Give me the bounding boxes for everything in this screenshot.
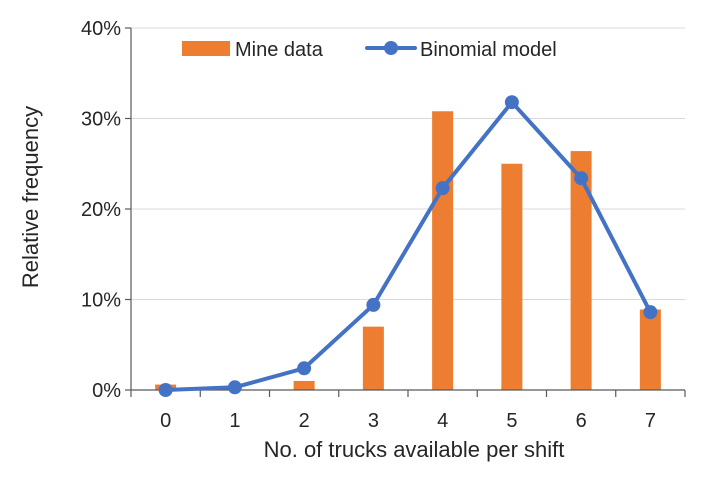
legend-label-mine-data: Mine data bbox=[235, 39, 324, 61]
point-binomial-model-4 bbox=[435, 181, 450, 196]
point-binomial-model-5 bbox=[504, 95, 519, 110]
bar-mine-data-5 bbox=[501, 163, 523, 390]
point-binomial-model-2 bbox=[297, 361, 312, 376]
bar-mine-data-7 bbox=[639, 309, 661, 390]
x-tick-label: 2 bbox=[299, 410, 310, 432]
bar-mine-data-4 bbox=[432, 111, 454, 390]
x-tick-labels: 0 1 2 3 4 5 6 7 bbox=[160, 410, 656, 432]
x-tick-label: 5 bbox=[506, 410, 517, 432]
legend-label-binomial-model: Binomial model bbox=[420, 39, 557, 61]
x-tick-label: 3 bbox=[368, 410, 379, 432]
x-tick-label: 7 bbox=[645, 410, 656, 432]
x-tick-label: 0 bbox=[160, 410, 171, 432]
y-axis-title: Relative frequency bbox=[18, 106, 43, 288]
bar-mine-data-2 bbox=[293, 380, 315, 390]
y-tick-label: 40% bbox=[81, 18, 121, 40]
legend-marker-binomial-model bbox=[384, 41, 398, 55]
x-tick-label: 1 bbox=[229, 410, 240, 432]
point-binomial-model-1 bbox=[227, 380, 242, 395]
legend: Mine data Binomial model bbox=[182, 39, 557, 61]
x-tick-label: 4 bbox=[437, 410, 448, 432]
line-series bbox=[158, 95, 658, 397]
x-tick-label: 6 bbox=[576, 410, 587, 432]
point-binomial-model-0 bbox=[158, 383, 173, 397]
point-binomial-model-3 bbox=[366, 297, 381, 312]
y-tick-labels: 0% 10% 20% 30% 40% bbox=[81, 18, 121, 402]
point-binomial-model-6 bbox=[574, 171, 589, 186]
y-tick-label: 10% bbox=[81, 290, 121, 312]
y-tick-label: 20% bbox=[81, 199, 121, 221]
bar-mine-data-3 bbox=[362, 326, 384, 390]
x-axis-title: No. of trucks available per shift bbox=[264, 437, 565, 462]
bar-series bbox=[155, 111, 661, 390]
legend-swatch-mine-data bbox=[182, 41, 230, 56]
point-binomial-model-7 bbox=[643, 305, 658, 320]
gridlines bbox=[131, 27, 685, 300]
bar-mine-data-6 bbox=[570, 151, 592, 390]
axes bbox=[125, 27, 686, 397]
line-binomial-model bbox=[163, 100, 653, 392]
y-tick-label: 0% bbox=[92, 380, 121, 402]
y-tick-label: 30% bbox=[81, 109, 121, 131]
